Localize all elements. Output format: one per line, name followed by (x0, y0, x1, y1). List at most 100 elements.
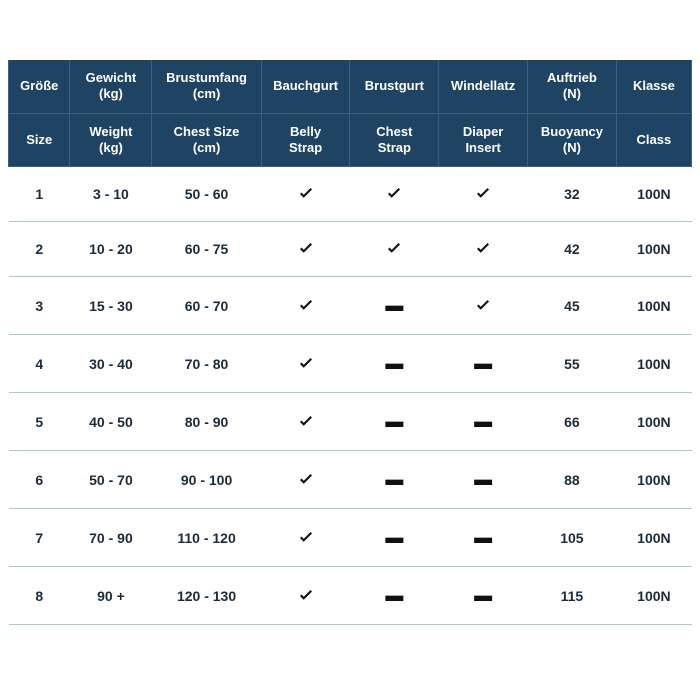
cell-buoyancy: 55 (528, 335, 617, 393)
table-row: 210 - 2060 - 7542100N (9, 222, 692, 277)
cell-weight: 15 - 30 (70, 277, 152, 335)
cell-buoyancy: 42 (528, 222, 617, 277)
cell-belly (261, 451, 350, 509)
cell-diaper (439, 222, 528, 277)
cell-class: 100N (616, 451, 691, 509)
check-icon (265, 185, 346, 203)
cell-weight: 30 - 40 (70, 335, 152, 393)
col-cheststrap-en-l2: Strap (354, 140, 434, 156)
col-size-en: Size (9, 113, 70, 167)
header-row-en: Size Weight (kg) Chest Size (cm) Belly S… (9, 113, 692, 167)
cell-diaper: ▬ (439, 567, 528, 625)
col-belly-en: Belly Strap (261, 113, 350, 167)
cell-size: 1 (9, 167, 70, 222)
cell-class: 100N (616, 567, 691, 625)
check-icon (265, 413, 346, 431)
cell-diaper (439, 277, 528, 335)
dash-icon: ▬ (474, 527, 492, 547)
cell-belly (261, 509, 350, 567)
col-weight-en: Weight (kg) (70, 113, 152, 167)
cell-size: 7 (9, 509, 70, 567)
cell-belly (261, 277, 350, 335)
col-weight-en-unit: (kg) (74, 140, 147, 156)
check-icon (443, 240, 524, 258)
col-buoyancy-en-unit: (N) (532, 140, 612, 156)
check-icon (265, 297, 346, 315)
col-chest-de-label: Brustumfang (166, 70, 247, 85)
col-chest-de: Brustumfang (cm) (152, 60, 261, 113)
cell-chest: 120 - 130 (152, 567, 261, 625)
cell-cheststrap: ▬ (350, 335, 439, 393)
dash-icon: ▬ (474, 411, 492, 431)
table-row: 650 - 7090 - 100▬▬88100N (9, 451, 692, 509)
header-row-de: Größe Gewicht (kg) Brustumfang (cm) Bauc… (9, 60, 692, 113)
col-class-en: Class (616, 113, 691, 167)
cell-belly (261, 567, 350, 625)
dash-icon: ▬ (385, 295, 403, 315)
cell-size: 3 (9, 277, 70, 335)
cell-buoyancy: 105 (528, 509, 617, 567)
cell-belly (261, 167, 350, 222)
cell-belly (261, 393, 350, 451)
cell-weight: 90 + (70, 567, 152, 625)
col-diaper-en-l1: Diaper (463, 124, 503, 139)
cell-chest: 80 - 90 (152, 393, 261, 451)
cell-belly (261, 222, 350, 277)
check-icon (265, 529, 346, 547)
table-row: 13 - 1050 - 6032100N (9, 167, 692, 222)
cell-buoyancy: 115 (528, 567, 617, 625)
cell-class: 100N (616, 335, 691, 393)
cell-chest: 60 - 75 (152, 222, 261, 277)
cell-cheststrap (350, 167, 439, 222)
cell-cheststrap: ▬ (350, 277, 439, 335)
cell-class: 100N (616, 393, 691, 451)
cell-size: 8 (9, 567, 70, 625)
check-icon (265, 587, 346, 605)
col-belly-en-l1: Belly (290, 124, 321, 139)
cell-class: 100N (616, 222, 691, 277)
cell-cheststrap: ▬ (350, 567, 439, 625)
col-buoyancy-de-label: Auftrieb (547, 70, 597, 85)
table-row: 540 - 5080 - 90 ▬ ▬ 66100N (9, 393, 692, 451)
cell-buoyancy: 66 (528, 393, 617, 451)
cell-buoyancy: 32 (528, 167, 617, 222)
cell-diaper: ▬ (439, 335, 528, 393)
check-icon (354, 240, 435, 258)
check-icon (265, 355, 346, 373)
dash-icon: ▬ (385, 411, 403, 431)
col-weight-en-label: Weight (89, 124, 132, 139)
cell-class: 100N (616, 509, 691, 567)
table-row: 315 - 3060 - 70▬45100N (9, 277, 692, 335)
dash-icon: ▬ (385, 527, 403, 547)
col-class-de: Klasse (616, 60, 691, 113)
cell-diaper (439, 167, 528, 222)
cell-chest: 50 - 60 (152, 167, 261, 222)
table-row: 770 - 90110 - 120▬▬105100N (9, 509, 692, 567)
check-icon (354, 185, 435, 203)
col-weight-de: Gewicht (kg) (70, 60, 152, 113)
col-diaper-en: Diaper Insert (439, 113, 528, 167)
cell-class: 100N (616, 277, 691, 335)
cell-size: 5 (9, 393, 70, 451)
cell-weight: 10 - 20 (70, 222, 152, 277)
cell-weight: 50 - 70 (70, 451, 152, 509)
cell-size: 6 (9, 451, 70, 509)
col-chest-en-unit: (cm) (156, 140, 256, 156)
cell-weight: 3 - 10 (70, 167, 152, 222)
cell-chest: 60 - 70 (152, 277, 261, 335)
cell-chest: 110 - 120 (152, 509, 261, 567)
col-buoyancy-en-label: Buoyancy (541, 124, 603, 139)
col-cheststrap-en: Chest Strap (350, 113, 439, 167)
col-buoyancy-de: Auftrieb (N) (528, 60, 617, 113)
check-icon (443, 297, 524, 315)
col-chest-en-label: Chest Size (174, 124, 240, 139)
cell-diaper: ▬ (439, 451, 528, 509)
cell-weight: 40 - 50 (70, 393, 152, 451)
table-body: 13 - 1050 - 6032100N210 - 2060 - 7542100… (9, 167, 692, 625)
col-chest-en: Chest Size (cm) (152, 113, 261, 167)
col-cheststrap-en-l1: Chest (376, 124, 412, 139)
check-icon (443, 185, 524, 203)
col-size-de: Größe (9, 60, 70, 113)
size-chart-table: Größe Gewicht (kg) Brustumfang (cm) Bauc… (8, 60, 692, 625)
cell-cheststrap: ▬ (350, 451, 439, 509)
